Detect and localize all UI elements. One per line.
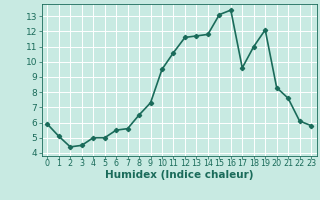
X-axis label: Humidex (Indice chaleur): Humidex (Indice chaleur) bbox=[105, 170, 253, 180]
